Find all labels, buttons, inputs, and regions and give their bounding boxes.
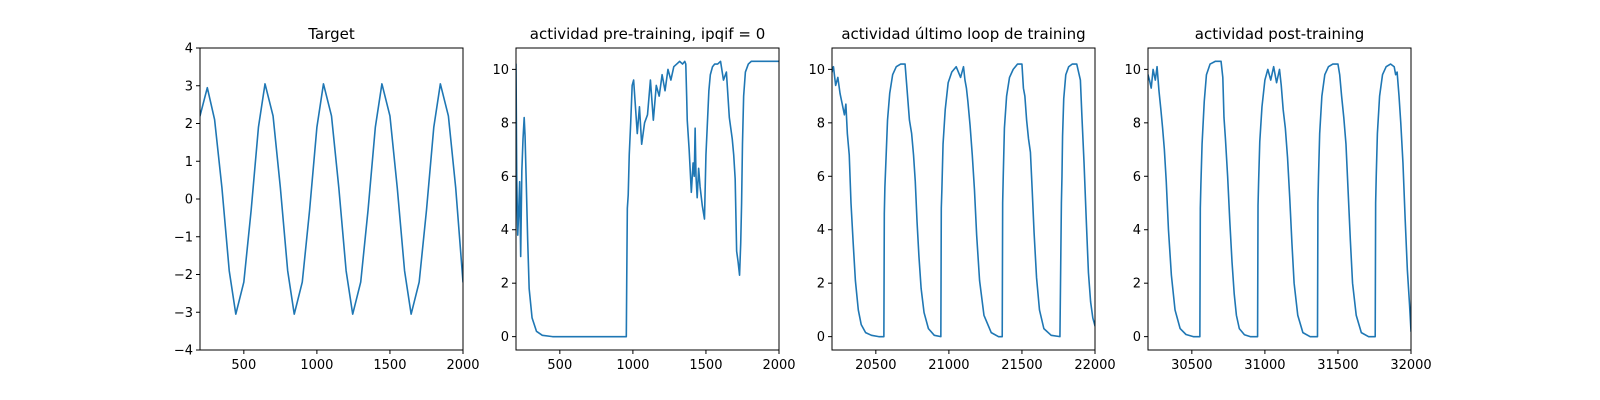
y-tick-label: 2 (1133, 277, 1141, 292)
x-tick-label: 2000 (762, 358, 795, 373)
axes-frame (1147, 47, 1412, 351)
y-tick-label: 6 (1133, 170, 1141, 185)
y-tick-label: 0 (817, 330, 825, 345)
y-tick-label: 2 (185, 117, 193, 132)
subplot-pre-training: 500 1000 1500 2000 0 2 4 6 8 10 actividad pre-trai… (492, 25, 795, 373)
subplot-target: 500 1000 1500 2000 −4 −3 −2 −1 0 1 2 3 4 Target (174, 25, 480, 373)
y-tick-label: −3 (174, 306, 193, 321)
y-tick-label: 2 (501, 277, 509, 292)
axes-frame (199, 47, 464, 351)
x-tick-label: 500 (547, 358, 572, 373)
y-tick-label: 0 (501, 330, 509, 345)
y-tick-label: 8 (501, 116, 509, 131)
x-tick-label: 30500 (1171, 358, 1212, 373)
x-tick-label: 1000 (616, 358, 649, 373)
x-tick-label: 1500 (689, 358, 722, 373)
series-line (516, 60, 779, 338)
y-tick-label: 10 (1124, 63, 1141, 78)
x-tick-label: 1000 (300, 358, 333, 373)
x-tick-label: 21000 (928, 358, 969, 373)
y-tick-label: −4 (174, 344, 193, 359)
axes-frame (831, 47, 1096, 351)
subplot-last-training-loop: 20500 21000 21500 22000 0 2 4 6 8 10 actividad últ… (808, 25, 1115, 373)
x-tick-label: 22000 (1074, 358, 1115, 373)
subplot-title: actividad último loop de training (841, 25, 1085, 43)
y-tick-label: 10 (492, 63, 509, 78)
x-tick-label: 2000 (446, 358, 479, 373)
y-tick-label: 3 (185, 79, 193, 94)
series-line (1148, 60, 1411, 338)
y-tick-label: 0 (1133, 330, 1141, 345)
x-tick-label: 32000 (1390, 358, 1431, 373)
x-tick-label: 31500 (1317, 358, 1358, 373)
y-tick-label: −1 (174, 230, 193, 245)
series-line (832, 63, 1095, 338)
y-tick-label: 8 (1133, 116, 1141, 131)
subplot-title: Target (307, 25, 355, 43)
y-tick-label: 0 (185, 193, 193, 208)
x-tick-label: 1500 (373, 358, 406, 373)
y-tick-label: 4 (1133, 223, 1141, 238)
subplot-post-training: 30500 31000 31500 32000 0 2 4 6 8 10 actividad pos… (1124, 25, 1431, 373)
y-tick-label: 4 (501, 223, 509, 238)
y-tick-label: 2 (817, 277, 825, 292)
subplot-title: actividad post-training (1195, 25, 1364, 43)
y-tick-label: 1 (185, 155, 193, 170)
y-tick-label: 10 (808, 63, 825, 78)
axes-frame (515, 47, 780, 351)
subplot-title: actividad pre-training, ipqif = 0 (530, 25, 766, 43)
y-tick-label: −2 (174, 268, 193, 283)
y-tick-label: 6 (817, 170, 825, 185)
y-tick-label: 8 (817, 116, 825, 131)
y-tick-label: 4 (185, 42, 193, 57)
x-tick-label: 21500 (1001, 358, 1042, 373)
series-line (200, 83, 463, 315)
x-tick-label: 500 (231, 358, 256, 373)
x-tick-label: 20500 (855, 358, 896, 373)
y-tick-label: 6 (501, 170, 509, 185)
y-tick-label: 4 (817, 223, 825, 238)
x-tick-label: 31000 (1244, 358, 1285, 373)
